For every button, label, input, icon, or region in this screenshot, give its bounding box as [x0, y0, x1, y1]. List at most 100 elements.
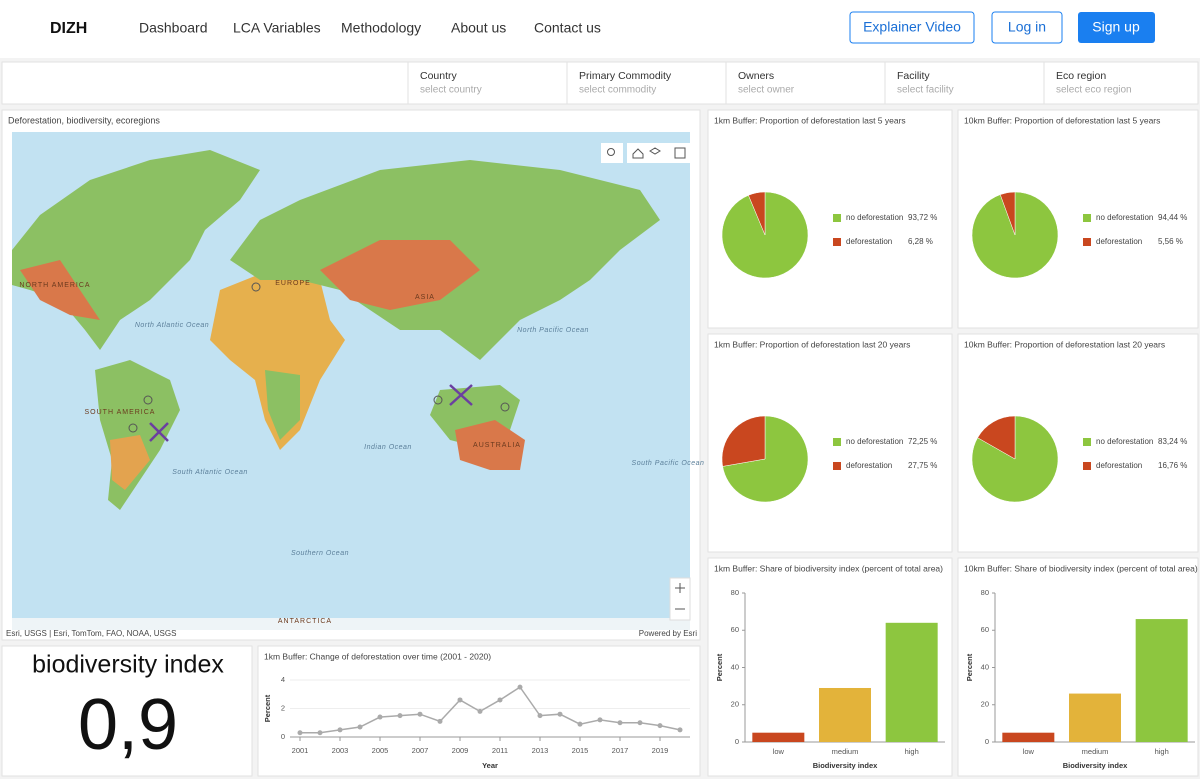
chart-title: 1km Buffer: Share of biodiversity index …: [714, 563, 943, 573]
land-arid: [455, 420, 525, 470]
legend-value: 83,24 %: [1158, 437, 1187, 446]
line-point: [317, 730, 323, 736]
nav-link[interactable]: About us: [451, 20, 506, 36]
filter-placeholder[interactable]: select country: [420, 85, 482, 96]
filter-label[interactable]: Eco region: [1056, 70, 1106, 82]
y-tick-label: 60: [981, 625, 989, 634]
filter-label[interactable]: Primary Commodity: [579, 70, 672, 82]
filter-placeholder[interactable]: select owner: [738, 85, 795, 96]
y-tick-label: 0: [735, 737, 739, 746]
legend-swatch: [833, 438, 841, 446]
signup-button[interactable]: [1078, 12, 1155, 43]
legend-value: 6,28 %: [908, 237, 933, 246]
ocean-label: South Pacific Ocean: [632, 460, 705, 467]
explainer-label[interactable]: Explainer Video: [863, 19, 961, 35]
y-tick-label: 40: [981, 662, 989, 671]
filter-label[interactable]: Country: [420, 70, 458, 82]
line-point: [417, 711, 423, 717]
pie-slice: [722, 415, 809, 503]
pie-slice: [721, 415, 766, 467]
line-point: [577, 721, 583, 727]
search-button[interactable]: [601, 143, 623, 163]
line-point: [497, 697, 503, 703]
index-value: 0,9: [78, 685, 178, 765]
legend-label: no deforestation: [846, 437, 903, 446]
filter-placeholder[interactable]: select commodity: [579, 85, 656, 96]
explainer-button[interactable]: [849, 11, 975, 44]
x-tick-label: medium: [832, 747, 859, 756]
filter-label[interactable]: Facility: [897, 70, 930, 82]
land-label: EUROPE: [275, 280, 311, 287]
pie-slice: [977, 415, 1016, 460]
ocean-label: Southern Ocean: [291, 550, 349, 557]
tool-buttons[interactable]: [627, 143, 691, 163]
chart-title: 10km Buffer: Proportion of deforestation…: [964, 339, 1165, 349]
ocean-label: Indian Ocean: [364, 444, 412, 451]
x-tick-label: high: [1155, 747, 1169, 756]
zoom-icons: [675, 583, 685, 610]
legend-value: 16,76 %: [1158, 461, 1187, 470]
land-label: AUSTRALIA: [473, 442, 521, 449]
land-label: ANTARCTICA: [278, 618, 332, 625]
map-markers: [128, 282, 510, 442]
legend-swatch: [833, 462, 841, 470]
x-axis-label: Biodiversity index: [813, 761, 878, 770]
map-title: Deforestation, biodiversity, ecoregions: [8, 115, 160, 125]
chart-title: 10km Buffer: Share of biodiversity index…: [964, 563, 1198, 573]
logo[interactable]: DIZH: [50, 20, 87, 37]
x-tick-label: 2003: [332, 746, 349, 755]
x-axis-label: Biodiversity index: [1063, 761, 1128, 770]
index-panel: [1, 645, 253, 777]
filter-placeholder[interactable]: select facility: [897, 85, 954, 96]
map-powered: Powered by Esri: [639, 629, 697, 638]
x-tick-label: 2005: [372, 746, 389, 755]
chart-title: 10km Buffer: Proportion of deforestation…: [964, 115, 1160, 125]
bar: [752, 732, 805, 742]
legend-swatch: [833, 238, 841, 246]
index-title: biodiversity index: [32, 651, 224, 679]
login-label[interactable]: Log in: [1008, 19, 1046, 35]
line-point: [657, 723, 663, 729]
ocean-label: South Atlantic Ocean: [172, 469, 248, 476]
legend-label: deforestation: [846, 461, 892, 470]
filter-placeholder[interactable]: select eco region: [1056, 85, 1132, 96]
y-tick-label: 20: [731, 700, 739, 709]
line-series: [300, 686, 681, 734]
filter-label[interactable]: Owners: [738, 70, 774, 82]
nav-link[interactable]: Dashboard: [139, 20, 208, 36]
marker: [251, 282, 261, 292]
signup-label[interactable]: Sign up: [1092, 19, 1140, 35]
line-point: [297, 730, 303, 736]
y-axis-label: Percent: [263, 694, 272, 722]
x-tick-label: 2007: [412, 746, 429, 755]
marker: [433, 395, 443, 405]
pie-slice: [999, 191, 1016, 236]
legend-label: deforestation: [846, 237, 892, 246]
land-label: ASIA: [415, 294, 435, 301]
line-point: [537, 713, 543, 719]
marker: [500, 402, 510, 412]
y-tick-label: 4: [281, 675, 285, 684]
nav-link[interactable]: Methodology: [341, 20, 421, 36]
legend-swatch: [1083, 214, 1091, 222]
nav-link[interactable]: Contact us: [534, 20, 601, 36]
x-tick-label: 2015: [572, 746, 589, 755]
search-icon: [607, 148, 615, 156]
nav-link[interactable]: LCA Variables: [233, 20, 321, 36]
legend-value: 94,44 %: [1158, 213, 1187, 222]
line-point: [617, 720, 623, 726]
map: NORTH AMERICA EUROPE ASIA SOUTH AMERICA AUST…: [12, 132, 704, 630]
bar: [1135, 619, 1188, 742]
legend-swatch: [1083, 238, 1091, 246]
map-labels: NORTH AMERICA EUROPE ASIA SOUTH AMERICA AUST…: [19, 280, 704, 625]
marker: [143, 395, 153, 405]
legend-value: 93,72 %: [908, 213, 937, 222]
y-tick-label: 80: [731, 588, 739, 597]
filters: Country select country Primary Commodity se…: [407, 62, 1132, 104]
login-button[interactable]: [991, 11, 1063, 44]
legend-label: deforestation: [1096, 461, 1142, 470]
line-point: [357, 724, 363, 730]
line-point: [517, 684, 523, 690]
land-arid: [110, 435, 150, 490]
